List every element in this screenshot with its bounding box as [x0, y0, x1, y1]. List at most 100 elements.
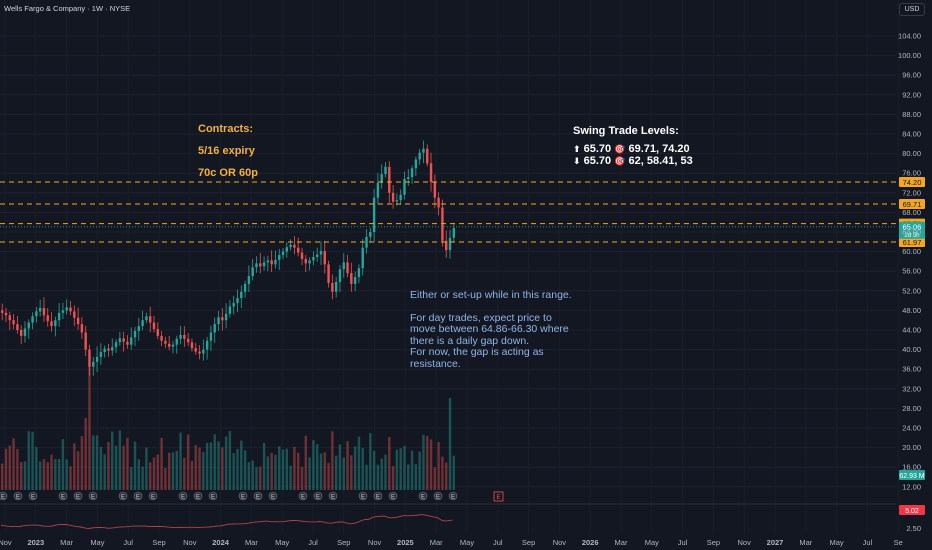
contracts-title: Contracts:	[198, 123, 254, 135]
candle	[1, 310, 4, 313]
volume-bar	[232, 453, 235, 490]
volume-bar	[4, 448, 8, 490]
notes-line-2: For day trades, expect price to move bet…	[410, 311, 569, 347]
upcoming-earnings-marker	[493, 491, 504, 502]
candle	[27, 322, 30, 329]
candle	[422, 148, 425, 153]
candle	[114, 342, 118, 348]
volume-bar	[88, 365, 91, 490]
candle	[403, 179, 406, 195]
volume-bar	[342, 457, 345, 490]
candle	[342, 262, 345, 270]
volume-bar	[111, 431, 114, 490]
candle	[228, 306, 232, 314]
time-tick-label: Mar	[615, 538, 628, 547]
price-tick-label: 12.00	[902, 482, 921, 491]
candle	[293, 244, 296, 248]
volume-bar	[448, 398, 452, 490]
volume-bar	[297, 452, 300, 490]
candle	[384, 166, 387, 175]
volume-bar	[118, 430, 122, 490]
volume-bar	[338, 444, 342, 490]
candle	[361, 247, 364, 269]
volume-bar	[266, 456, 270, 490]
level-label-box	[899, 199, 925, 210]
candle	[315, 254, 319, 257]
volume-bar	[247, 462, 251, 490]
indicator-pane	[0, 503, 896, 530]
volume-bar	[42, 459, 46, 490]
candle	[357, 268, 361, 278]
candle	[266, 260, 270, 263]
level-label: 74.20	[903, 178, 922, 187]
candle	[391, 192, 395, 202]
earnings-marker-label: E	[31, 495, 35, 501]
candle	[205, 340, 209, 350]
earnings-marker-label: E	[361, 495, 365, 501]
level-label: 69.71	[903, 200, 922, 209]
volume-bar	[452, 455, 456, 490]
candle	[372, 197, 376, 232]
earnings-marker-label: E	[301, 495, 305, 501]
candle	[407, 177, 410, 180]
price-tick-label: 40.00	[902, 345, 921, 354]
volume-bar	[380, 458, 383, 490]
earnings-marker-label: E	[331, 495, 335, 501]
earnings-marker-label: E	[271, 495, 275, 501]
bar-countdown-label: 2d 5h	[904, 233, 919, 239]
volume-bar	[445, 462, 448, 490]
candle	[73, 311, 76, 318]
contracts-expiry: 5/16 expiry	[198, 145, 255, 157]
volume-bar	[186, 434, 190, 490]
earnings-marker-label: E	[436, 495, 440, 501]
volume-bar	[281, 449, 285, 490]
time-tick-label: Se	[894, 538, 903, 547]
candle	[395, 200, 399, 202]
earnings-marker-label: E	[421, 495, 425, 501]
volume-bar	[262, 443, 266, 490]
earnings-marker-label: E	[391, 495, 395, 501]
earnings-marker-label: E	[181, 495, 185, 501]
candle	[289, 244, 292, 248]
volume-bar	[289, 465, 292, 490]
candle	[202, 349, 205, 354]
candle	[217, 317, 220, 325]
time-tick-label: 2027	[767, 538, 784, 547]
candle	[126, 341, 129, 345]
candle	[103, 348, 106, 353]
earnings-marker	[373, 491, 383, 501]
candle	[84, 332, 87, 350]
price-tick-label: 96.00	[902, 71, 921, 80]
volume-value-box	[899, 470, 925, 480]
indicator-tick-label: 2.50	[906, 524, 921, 533]
volume-bar	[198, 447, 201, 490]
volume-value-label: 62.93 M	[899, 473, 924, 480]
candle	[255, 263, 258, 268]
candle	[369, 232, 372, 237]
candle	[426, 148, 429, 164]
candle	[179, 334, 182, 339]
volume-bar	[103, 454, 106, 490]
candle	[95, 356, 99, 362]
candle	[137, 326, 141, 331]
candle	[213, 324, 216, 333]
volume-bar	[38, 461, 42, 490]
time-tick-label: Nov	[368, 538, 382, 547]
candle	[399, 194, 402, 201]
indicator-line	[0, 514, 453, 530]
volume-bar	[95, 435, 99, 490]
volume-bar	[114, 445, 118, 490]
volume-bar	[426, 436, 429, 490]
price-tick-label: 56.00	[902, 267, 921, 276]
candle	[278, 255, 281, 260]
currency-button[interactable]: USD	[899, 3, 925, 16]
candle	[297, 247, 300, 253]
candle	[224, 313, 228, 321]
price-tick-label: 76.00	[902, 169, 921, 178]
earnings-marker	[193, 491, 203, 501]
volume-bar	[304, 435, 307, 490]
candle	[418, 152, 421, 160]
earnings-marker-label: E	[211, 495, 215, 501]
volume-bar	[171, 452, 175, 490]
